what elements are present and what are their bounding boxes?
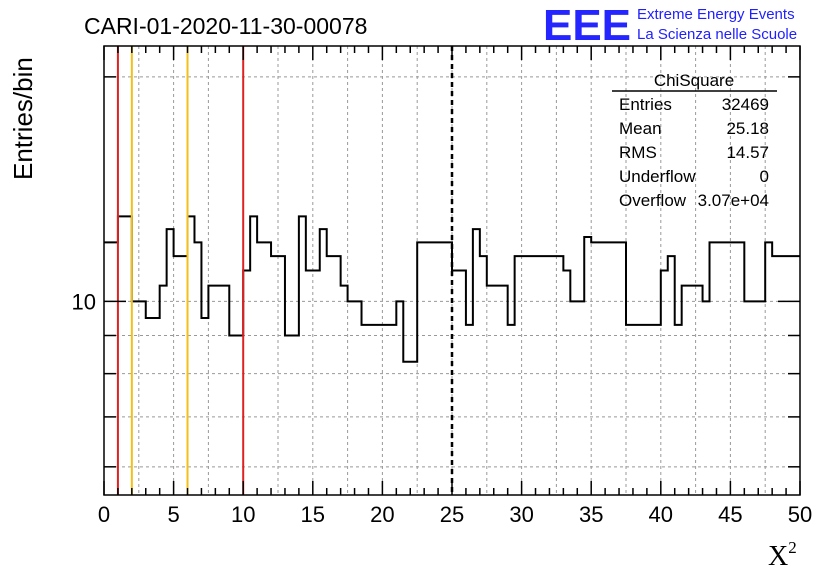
x-tick-label: 5 <box>167 502 179 527</box>
x-axis-label-main: X <box>768 541 788 572</box>
eee-logo: EEE Extreme Energy Events La Scienza nel… <box>543 1 797 50</box>
y-axis-label: Entries/bin <box>8 57 38 180</box>
stats-value: 14.57 <box>726 143 769 162</box>
stats-value: 32469 <box>722 95 769 114</box>
x-tick-label: 45 <box>718 502 742 527</box>
stats-label: Overflow <box>619 191 687 210</box>
logo-line-2: La Scienza nelle Scuole <box>637 26 797 43</box>
x-tick-label: 15 <box>301 502 325 527</box>
logo-mark: EEE <box>543 1 631 50</box>
x-tick-label: 10 <box>231 502 255 527</box>
stats-value: 25.18 <box>726 119 769 138</box>
stats-box: ChiSquare Entries 32469 Mean 25.18 RMS 14.57 U… <box>612 71 777 210</box>
x-tick-label: 25 <box>440 502 464 527</box>
x-tick-label: 0 <box>98 502 110 527</box>
x-axis-label: X2 <box>768 538 797 572</box>
x-tick-label: 30 <box>509 502 533 527</box>
x-tick-label: 50 <box>788 502 812 527</box>
y-tick-labels: 10 <box>72 289 96 314</box>
stats-value: 0 <box>760 167 769 186</box>
reference-lines <box>116 46 454 495</box>
histogram-line <box>104 215 800 363</box>
x-tick-label: 20 <box>370 502 394 527</box>
y-tick-label: 10 <box>72 289 96 314</box>
svg-text:X2: X2 <box>768 538 797 572</box>
histogram-series <box>104 215 800 363</box>
stats-label: Underflow <box>619 167 696 186</box>
stats-value: 3.07e+04 <box>698 191 769 210</box>
axis-ticks <box>103 46 801 495</box>
x-tick-label: 40 <box>649 502 673 527</box>
stats-label: Mean <box>619 119 662 138</box>
stats-title: ChiSquare <box>654 71 734 90</box>
x-axis-label-superscript: 2 <box>788 538 797 557</box>
chart-title: CARI-01-2020-11-30-00078 <box>84 13 367 39</box>
x-tick-labels: 0 5 10 15 20 25 30 35 40 45 50 <box>98 502 812 527</box>
stats-label: Entries <box>619 95 672 114</box>
stats-label: RMS <box>619 143 657 162</box>
x-tick-label: 35 <box>579 502 603 527</box>
logo-line-1: Extreme Energy Events <box>637 6 795 23</box>
